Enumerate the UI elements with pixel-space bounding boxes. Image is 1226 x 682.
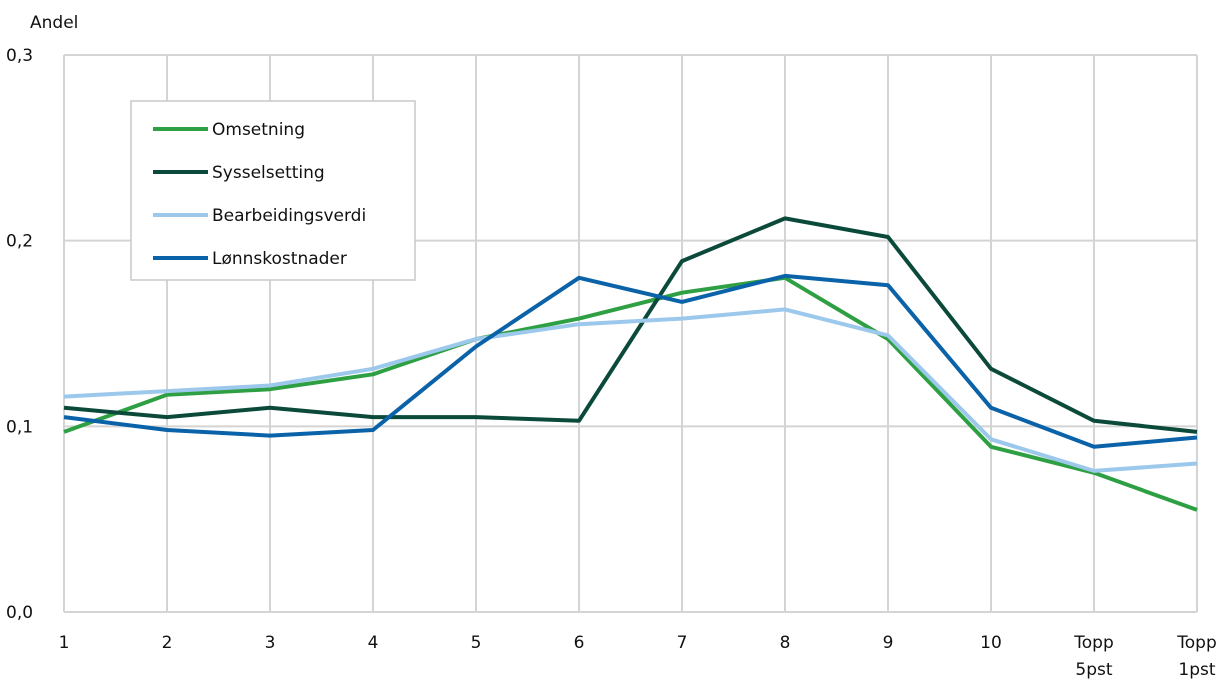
series-line [63,216,1198,434]
x-tick-label: 1pst [1178,660,1215,680]
x-tick-label: 3 [265,633,276,653]
x-tick-label: 2 [162,633,173,653]
x-tick-labels: 1 2 3 4 5 6 7 8 9 10 Topp 5pst Topp 1pst [59,633,1217,680]
y-tick-label: 0,0 [6,603,33,623]
x-tick-label: 10 [980,633,1002,653]
series-lines [63,216,1198,512]
gridlines [63,54,1198,613]
x-tick-label: 5pst [1075,660,1112,680]
legend: Omsetning Sysselsetting Bearbeidingsverdi L… [130,100,416,281]
y-tick-label: 0,3 [6,46,33,66]
x-tick-label: 9 [883,633,894,653]
x-tick-label: 5 [471,633,482,653]
legend-label: Lønnskostnader [212,249,347,269]
x-tick-label: 4 [368,633,379,653]
y-axis-title: Andel [30,13,78,33]
legend-label: Sysselsetting [212,163,325,183]
y-tick-labels: 0,0 0,1 0,2 0,3 [6,46,33,623]
x-tick-label: 1 [59,633,70,653]
x-tick-label: 6 [574,633,585,653]
x-tick-label: 7 [677,633,688,653]
y-tick-label: 0,1 [6,417,33,437]
legend-label: Omsetning [212,120,305,140]
legend-label: Bearbeidingsverdi [212,206,366,226]
series-line [63,275,1198,512]
series-line [63,307,1198,473]
x-tick-label: Topp [1176,633,1216,653]
y-tick-label: 0,2 [6,232,33,252]
series-line [63,273,1198,449]
x-tick-label: 8 [780,633,791,653]
x-tick-label: Topp [1073,633,1113,653]
